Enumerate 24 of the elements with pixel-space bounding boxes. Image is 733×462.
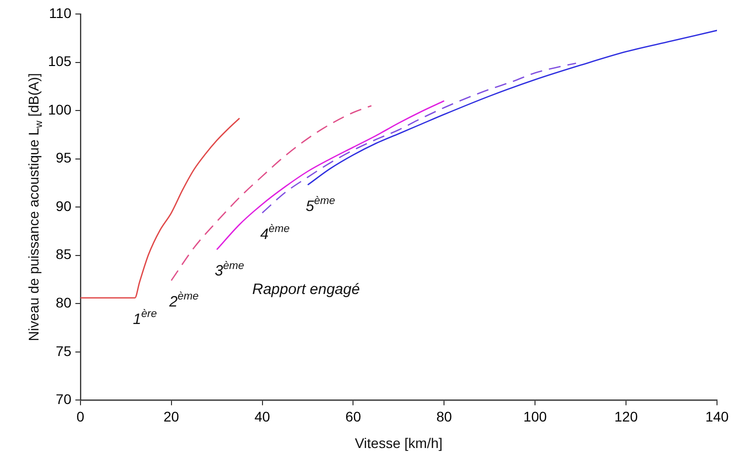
line-series <box>262 62 577 214</box>
x-tick-label: 0 <box>76 408 84 424</box>
x-tick-label: 40 <box>254 408 270 424</box>
x-tick-label: 100 <box>523 408 547 424</box>
y-tick-label: 80 <box>56 294 72 311</box>
x-tick-label: 20 <box>164 408 180 424</box>
line-series <box>307 30 717 186</box>
x-tick-label: 140 <box>705 408 729 424</box>
y-axis-title: Niveau de puissance acoustique Lw [dB(A)] <box>25 73 45 342</box>
y-tick-label: 75 <box>56 342 72 359</box>
x-tick-label: 80 <box>436 408 452 424</box>
y-tick-label: 85 <box>56 246 72 262</box>
annotation: Rapport engagé <box>252 280 360 298</box>
line-series <box>170 105 372 282</box>
x-tick-label: 60 <box>345 408 362 424</box>
y-tick-label: 110 <box>49 4 72 21</box>
line-series <box>216 100 445 250</box>
y-tick-label: 70 <box>56 391 72 408</box>
x-tick-label: 120 <box>614 408 638 424</box>
x-axis-title: Vitesse [km/h] <box>354 435 443 452</box>
y-tick-label: 105 <box>48 53 72 70</box>
y-tick-label: 95 <box>56 150 72 166</box>
y-tick-label: 90 <box>56 198 72 214</box>
y-tick-label: 100 <box>48 101 72 118</box>
